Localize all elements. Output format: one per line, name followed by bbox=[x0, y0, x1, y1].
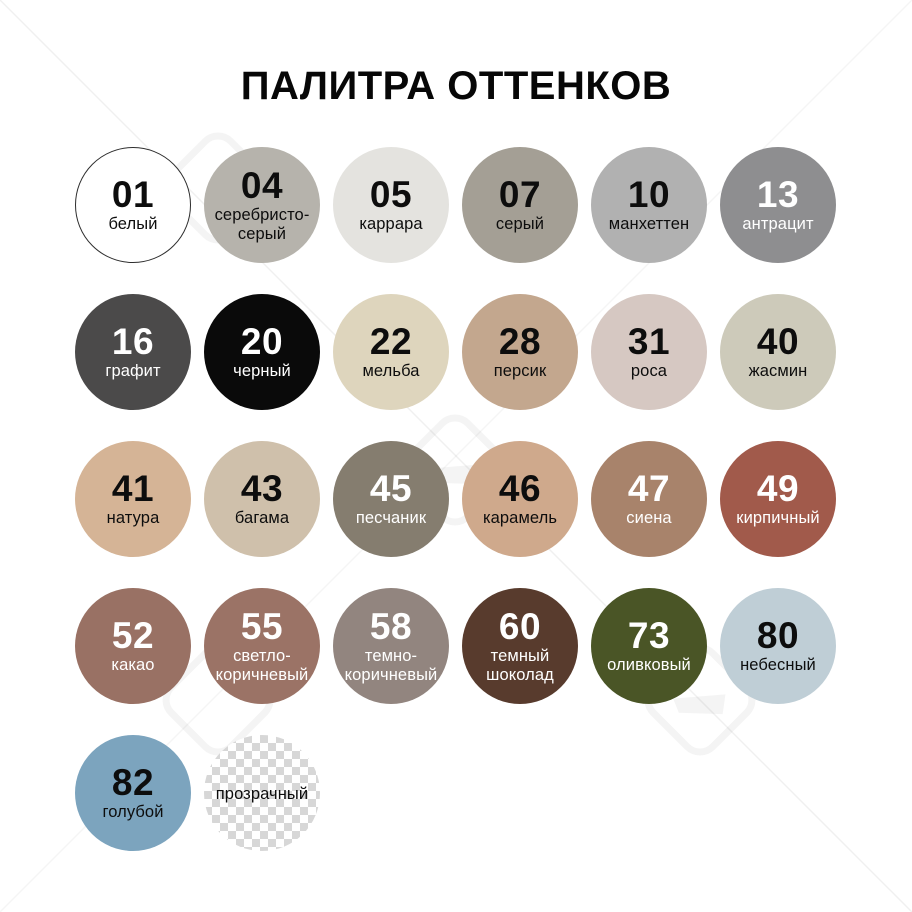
swatch-number: 28 bbox=[498, 321, 542, 363]
color-swatch-31: 31 роса bbox=[591, 294, 707, 410]
swatch-number: 52 bbox=[111, 615, 155, 657]
color-swatch-55: 55 светло- коричневый bbox=[204, 588, 320, 704]
swatch-name: белый bbox=[108, 215, 158, 234]
swatch-name: серебристо- серый bbox=[214, 206, 310, 243]
swatch-name: черный bbox=[233, 362, 291, 381]
color-swatch-16: 16 графит bbox=[75, 294, 191, 410]
color-swatch-07: 07 серый bbox=[462, 147, 578, 263]
swatch-name: прозрачный bbox=[215, 784, 309, 803]
swatch-number: 60 bbox=[498, 606, 542, 648]
swatch-number: 16 bbox=[111, 321, 155, 363]
swatch-name: оливковый bbox=[607, 656, 691, 675]
swatch-number: 80 bbox=[756, 615, 800, 657]
color-swatch-46: 46 карамель bbox=[462, 441, 578, 557]
swatch-number: 05 bbox=[369, 174, 413, 216]
color-swatch-82: 82 голубой bbox=[75, 735, 191, 851]
swatch-number: 13 bbox=[756, 174, 800, 216]
swatch-number: 45 bbox=[369, 468, 413, 510]
page-title: ПАЛИТРА ОТТЕНКОВ bbox=[240, 64, 672, 108]
swatch-number: 01 bbox=[111, 174, 155, 216]
swatch-name: небесный bbox=[740, 656, 816, 675]
color-swatch-80: 80 небесный bbox=[720, 588, 836, 704]
swatch-number: 55 bbox=[240, 606, 284, 648]
swatch-number: 46 bbox=[498, 468, 542, 510]
swatch-name: кирпичный bbox=[736, 509, 820, 528]
swatch-number: 22 bbox=[369, 321, 413, 363]
swatch-number: 31 bbox=[627, 321, 671, 363]
color-swatch-45: 45 песчаник bbox=[333, 441, 449, 557]
swatch-name: роса bbox=[630, 362, 668, 381]
color-swatch-05: 05 каррара bbox=[333, 147, 449, 263]
swatch-number: 82 bbox=[111, 762, 155, 804]
color-swatch-01: 01 белый bbox=[75, 147, 191, 263]
swatch-number: 07 bbox=[498, 174, 542, 216]
color-swatch-20: 20 черный bbox=[204, 294, 320, 410]
swatch-name: багама bbox=[234, 509, 290, 528]
swatch-number: 41 bbox=[111, 468, 155, 510]
swatch-name: персик bbox=[493, 362, 547, 381]
swatch-number: 20 bbox=[240, 321, 284, 363]
color-swatch-60: 60 темный шоколад bbox=[462, 588, 578, 704]
color-swatch-52: 52 какао bbox=[75, 588, 191, 704]
color-swatch-49: 49 кирпичный bbox=[720, 441, 836, 557]
swatch-number: 43 bbox=[240, 468, 284, 510]
color-swatch-13: 13 антрацит bbox=[720, 147, 836, 263]
color-swatch-43: 43 багама bbox=[204, 441, 320, 557]
swatch-number: 40 bbox=[756, 321, 800, 363]
color-swatch-22: 22 мельба bbox=[333, 294, 449, 410]
swatch-number: 58 bbox=[369, 606, 413, 648]
swatch-name: мельба bbox=[362, 362, 420, 381]
swatch-name: темный шоколад bbox=[486, 647, 554, 684]
color-swatch-10: 10 манхеттен bbox=[591, 147, 707, 263]
swatch-number: 04 bbox=[240, 165, 284, 207]
swatch-name: карамель bbox=[482, 509, 558, 528]
swatch-number: 73 bbox=[627, 615, 671, 657]
swatch-name: антрацит bbox=[742, 215, 814, 234]
swatch-name: натура bbox=[106, 509, 160, 528]
swatch-name: манхеттен bbox=[608, 215, 690, 234]
swatch-name: светло- коричневый bbox=[215, 647, 309, 684]
swatch-name: серый bbox=[495, 215, 545, 234]
swatch-name: графит bbox=[105, 362, 161, 381]
swatch-name: сиена bbox=[626, 509, 672, 528]
swatch-name: каррара bbox=[359, 215, 423, 234]
color-swatch-28: 28 персик bbox=[462, 294, 578, 410]
color-swatch-41: 41 натура bbox=[75, 441, 191, 557]
color-swatch-40: 40 жасмин bbox=[720, 294, 836, 410]
color-swatch-transparent: прозрачный bbox=[204, 735, 320, 851]
palette-grid: 01 белый 04 серебристо- серый 05 каррара… bbox=[75, 147, 836, 851]
swatch-number: 10 bbox=[627, 174, 671, 216]
color-swatch-47: 47 сиена bbox=[591, 441, 707, 557]
color-swatch-73: 73 оливковый bbox=[591, 588, 707, 704]
swatch-number: 49 bbox=[756, 468, 800, 510]
swatch-name: песчаник bbox=[355, 509, 427, 528]
swatch-name: темно- коричневый bbox=[344, 647, 438, 684]
swatch-name: какао bbox=[111, 656, 155, 675]
swatch-number: 47 bbox=[627, 468, 671, 510]
swatch-name: голубой bbox=[102, 803, 164, 822]
color-swatch-58: 58 темно- коричневый bbox=[333, 588, 449, 704]
swatch-name: жасмин bbox=[748, 362, 808, 381]
color-swatch-04: 04 серебристо- серый bbox=[204, 147, 320, 263]
